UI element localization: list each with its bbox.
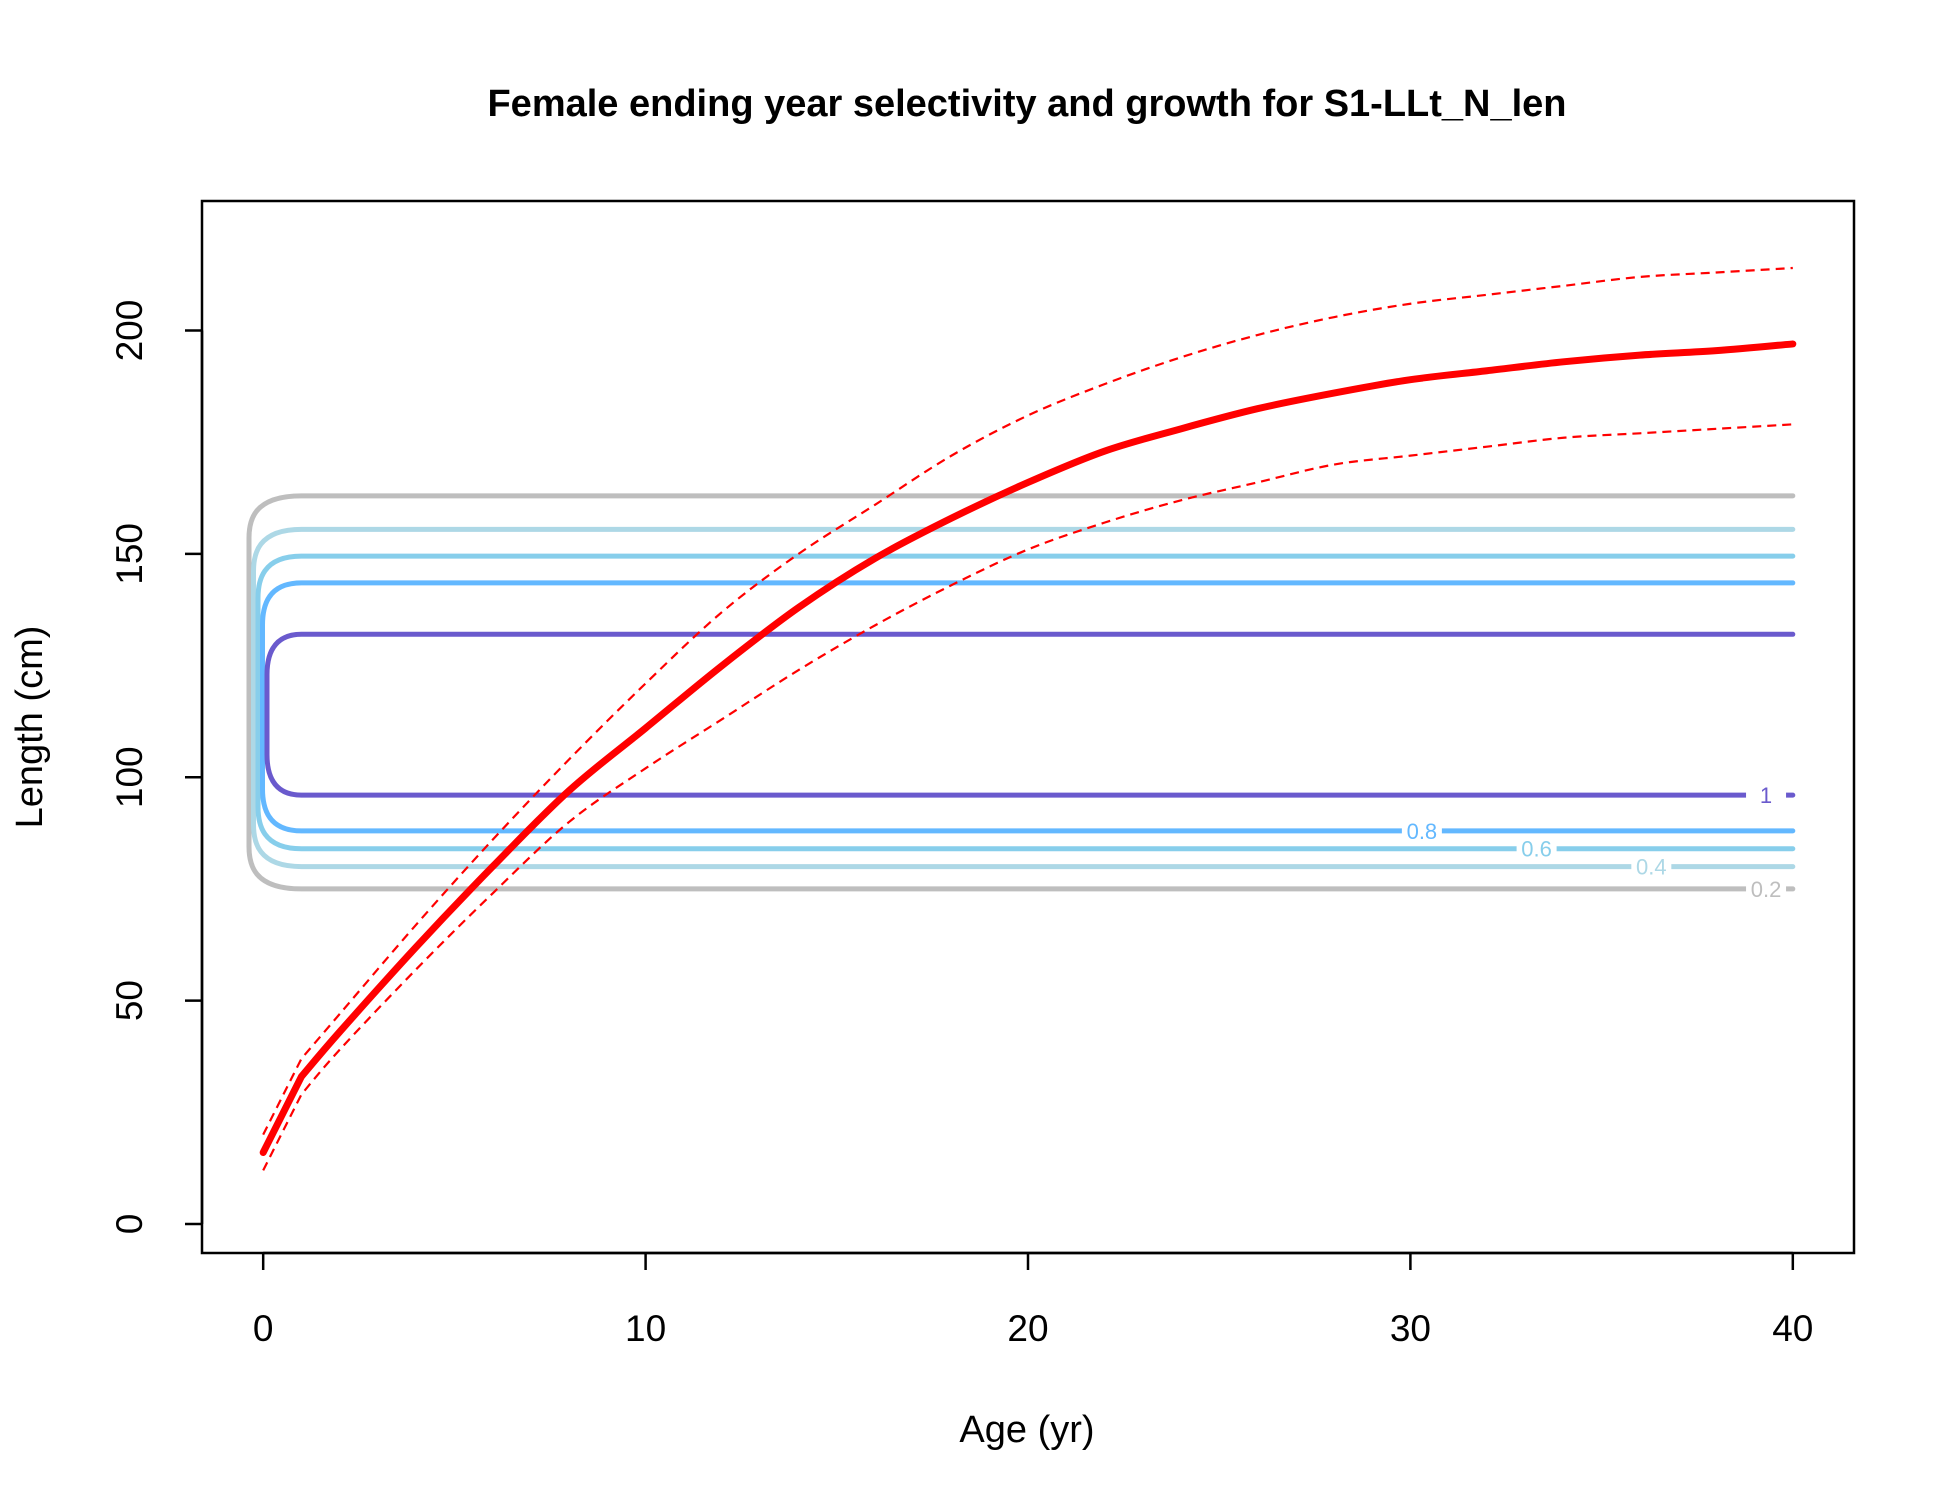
- growth-lower-ci-line: [262, 423, 1793, 1171]
- selectivity-contour-0-6: [255, 553, 1796, 852]
- selectivity-contour-1: [264, 631, 1796, 798]
- x-tick-label: 10: [625, 1308, 666, 1349]
- y-tick-label: 200: [109, 300, 150, 362]
- contour-label-gap: [1401, 823, 1442, 838]
- contour-label-0-8: 0.8: [1407, 819, 1438, 844]
- contour-label-gap: [1746, 881, 1787, 896]
- x-axis-title: Age (yr): [959, 1409, 1094, 1451]
- contour-label-0-4: 0.4: [1636, 855, 1667, 880]
- contour-label-gap: [1631, 859, 1672, 874]
- selectivity-contour-0-4: [251, 526, 1796, 870]
- selectivity-contour-0-2: [246, 493, 1796, 892]
- growth-mean-line: [259, 340, 1797, 1156]
- x-tick-label: 20: [1007, 1308, 1048, 1349]
- selectivity-contour-0-8: [260, 580, 1796, 834]
- x-tick-label: 0: [253, 1308, 274, 1349]
- growth-curves: [259, 266, 1797, 1171]
- selectivity-contours: 0.2 0.4 0.6 0.8 1: [246, 493, 1796, 902]
- contour-label-0-6: 0.6: [1521, 837, 1552, 862]
- contour-label-0-2: 0.2: [1751, 877, 1782, 902]
- x-tick-label: 30: [1390, 1308, 1431, 1349]
- chart-title: Female ending year selectivity and growt…: [487, 83, 1566, 125]
- x-tick-label: 40: [1772, 1308, 1813, 1349]
- y-tick-label: 50: [109, 980, 150, 1021]
- y-tick-label: 100: [109, 746, 150, 808]
- axes: 0 10 20 30 40 0 50 100 150 200: [109, 300, 1813, 1349]
- growth-upper-ci-line: [262, 266, 1793, 1136]
- y-tick-label: 150: [109, 523, 150, 585]
- contour-label-gap: [1516, 841, 1557, 856]
- contour-label-gap: [1746, 788, 1787, 803]
- contour-label-1: 1: [1760, 783, 1772, 808]
- y-tick-label: 0: [109, 1214, 150, 1235]
- y-axis-title: Length (cm): [9, 626, 51, 829]
